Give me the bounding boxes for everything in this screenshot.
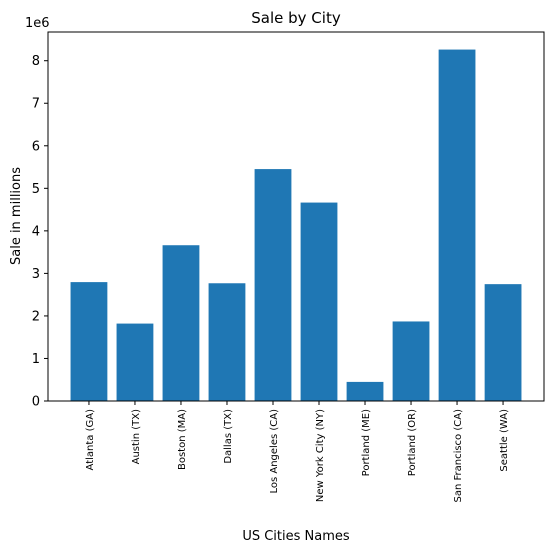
bar-5 bbox=[300, 202, 338, 401]
bar-1 bbox=[116, 323, 154, 401]
bar-9 bbox=[484, 284, 522, 401]
x-tick-label-2: Boston (MA) bbox=[177, 409, 188, 470]
y-tick-label-6: 6 bbox=[32, 139, 40, 154]
x-axis-ticks: Atlanta (GA) Austin (TX) Boston (MA) Dallas… bbox=[85, 401, 510, 503]
x-tick-label-3: Dallas (TX) bbox=[223, 409, 234, 464]
x-tick-label-8: San Francisco (CA) bbox=[453, 409, 464, 503]
bar-4 bbox=[254, 169, 292, 401]
x-tick-label-5: New York City (NY) bbox=[315, 409, 326, 502]
y-tick-label-4: 4 bbox=[32, 224, 40, 239]
y-tick-label-1: 1 bbox=[32, 352, 40, 367]
bar-6 bbox=[346, 381, 384, 401]
bar-0 bbox=[70, 282, 108, 401]
x-tick-label-0: Atlanta (GA) bbox=[85, 409, 96, 471]
y-axis-label: Sale in millions bbox=[9, 167, 24, 265]
bars bbox=[70, 49, 522, 401]
y-tick-label-5: 5 bbox=[32, 182, 40, 197]
x-tick-label-4: Los Angeles (CA) bbox=[269, 409, 280, 494]
plot-area-frame bbox=[47, 31, 545, 402]
y-axis-offset-text: 1e6 bbox=[25, 16, 50, 31]
chart-title: Sale by City bbox=[251, 9, 341, 27]
bar-8 bbox=[438, 49, 476, 401]
y-tick-label-3: 3 bbox=[32, 267, 40, 282]
y-tick-label-0: 0 bbox=[32, 395, 40, 410]
x-tick-label-7: Portland (OR) bbox=[407, 409, 418, 476]
y-axis-ticks: 0 1 2 3 4 5 6 7 8 bbox=[32, 54, 48, 410]
bar-3 bbox=[208, 283, 246, 401]
bar-7 bbox=[392, 321, 430, 401]
x-tick-label-6: Portland (ME) bbox=[361, 409, 372, 476]
y-tick-label-8: 8 bbox=[32, 54, 40, 69]
y-tick-label-7: 7 bbox=[32, 97, 40, 112]
bar-2 bbox=[162, 245, 200, 401]
x-tick-label-1: Austin (TX) bbox=[131, 409, 142, 464]
x-axis-label: US Cities Names bbox=[242, 529, 350, 544]
y-tick-label-2: 2 bbox=[32, 309, 40, 324]
x-tick-label-9: Seattle (WA) bbox=[499, 409, 510, 472]
